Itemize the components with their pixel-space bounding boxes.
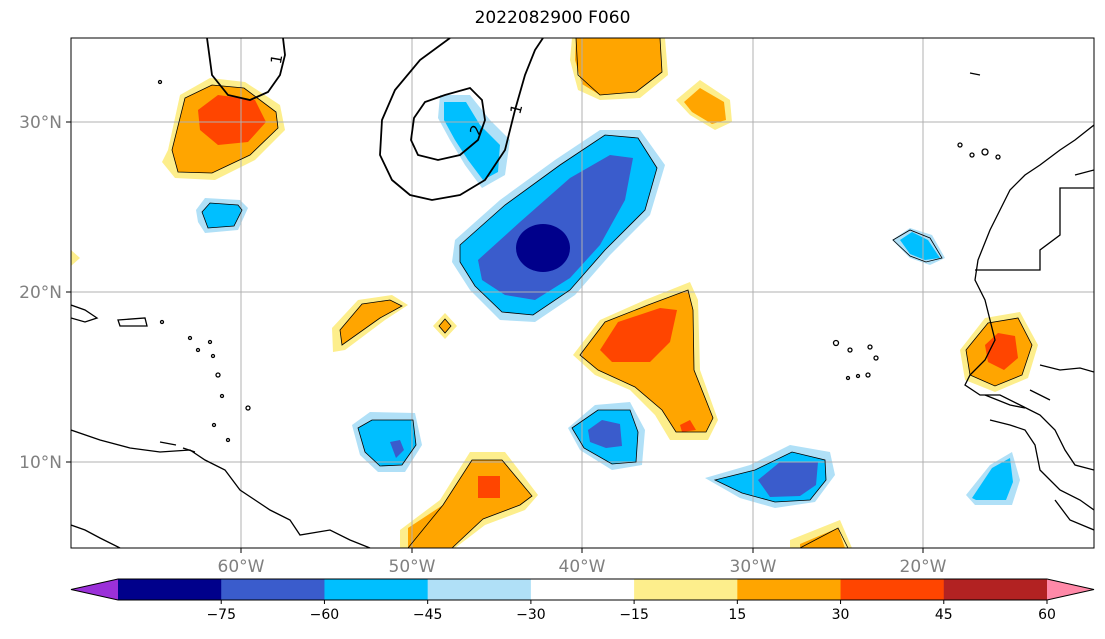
colorbar-segment [841,579,945,600]
colorbar-tick-label: 45 [935,607,953,623]
colorbar-tick-label: −45 [413,607,443,623]
colorbar-tick-label: 60 [1038,607,1056,623]
colorbar-segment [634,579,738,600]
colorbar-extend-high [1047,579,1094,600]
colorbar: −75−60−45−30−151530456075 [71,579,1105,623]
colorbar-tick-label: −60 [310,607,340,623]
lon-label-40w: 40°W [559,557,606,577]
colorbar-segment [737,579,841,600]
lat-label-30n: 30°N [19,113,62,133]
lon-label-30w: 30°W [730,557,777,577]
lon-label-50w: 50°W [389,557,436,577]
colorbar-tick-label: −30 [516,607,546,623]
map-area: 1 2 1 [71,38,1094,548]
colorbar-segment [531,579,635,600]
colorbar-tick-label: 30 [832,607,850,623]
colorbar-segment [118,579,222,600]
colorbar-segment [428,579,532,600]
colorbar-tick-label: −75 [206,607,236,623]
colorbar-segment [324,579,428,600]
lat-label-10n: 10°N [19,453,62,473]
colorbar-segment [944,579,1048,600]
colorbar-tick-label: 15 [728,607,746,623]
lon-label-60w: 60°W [218,557,265,577]
lat-label-20n: 20°N [19,283,62,303]
colorbar-extend-low [71,579,118,600]
colorbar-tick-label: −15 [619,607,649,623]
lon-label-20w: 20°W [900,557,947,577]
colorbar-segment [221,579,325,600]
